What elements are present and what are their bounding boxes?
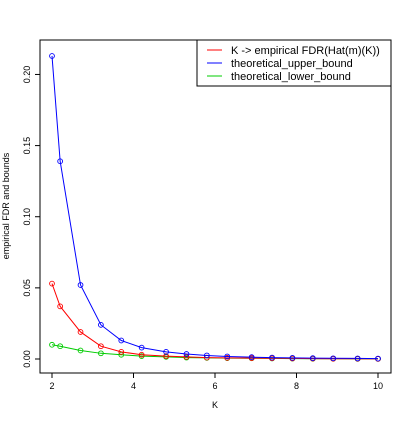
data-point	[163, 349, 169, 355]
y-axis: 0.00 0.05 0.10 0.15 0.20	[22, 66, 40, 368]
y-tick-label: 0.15	[22, 137, 32, 155]
data-point	[98, 350, 104, 357]
x-tick-label: 8	[294, 381, 299, 391]
x-tick-label: 2	[49, 381, 54, 391]
data-point	[77, 282, 84, 288]
series-line	[51, 344, 378, 360]
y-tick-label: 0.20	[22, 66, 32, 84]
data-point	[289, 355, 296, 361]
data-point	[138, 351, 145, 358]
x-axis: 2 4 6 8 10	[49, 373, 383, 391]
data-point	[49, 53, 55, 59]
data-point	[269, 354, 275, 361]
data-point	[49, 341, 55, 348]
x-tick-label: 10	[373, 381, 383, 391]
x-tick-label: 4	[131, 381, 136, 391]
data-point	[309, 355, 316, 361]
data-point	[98, 343, 104, 350]
legend-label: theoretical_upper_bound	[231, 58, 353, 70]
series-line	[51, 283, 379, 360]
x-tick-label: 6	[212, 381, 217, 391]
data-point	[354, 355, 361, 362]
legend: K -> empirical FDR(Hat(m)(K))theoretical…	[196, 39, 392, 87]
y-tick-label: 0.00	[22, 350, 32, 368]
data-point	[224, 353, 231, 360]
data-point	[183, 351, 190, 357]
legend-label: K -> empirical FDR(Hat(m)(K))	[231, 45, 380, 57]
data-point	[77, 329, 84, 335]
data-point	[118, 337, 125, 344]
y-axis-title: empirical FDR and bounds	[1, 152, 11, 259]
y-tick-label: 0.10	[22, 208, 32, 226]
data-point	[163, 353, 169, 360]
data-point	[330, 355, 337, 362]
legend-entry: K -> empirical FDR(Hat(m)(K))	[207, 45, 380, 57]
data-point	[118, 349, 125, 355]
series-1	[49, 53, 381, 362]
data-point	[98, 322, 104, 328]
series-line	[51, 55, 379, 360]
x-axis-title: K	[212, 400, 218, 410]
legend-entry: theoretical_upper_bound	[207, 58, 353, 70]
legend-label: theoretical_lower_bound	[231, 71, 351, 83]
data-point	[248, 354, 255, 361]
data-point	[138, 344, 145, 351]
series-layer	[49, 53, 381, 362]
data-point	[204, 352, 210, 359]
data-point	[375, 355, 381, 362]
legend-entry: theoretical_lower_bound	[207, 71, 351, 83]
data-point	[49, 280, 55, 287]
data-point	[77, 347, 84, 354]
data-point	[57, 303, 64, 310]
legend-box	[196, 39, 392, 87]
y-tick-label: 0.05	[22, 279, 32, 297]
data-point	[57, 343, 64, 350]
plot-frame	[39, 39, 392, 374]
data-point	[57, 158, 64, 165]
